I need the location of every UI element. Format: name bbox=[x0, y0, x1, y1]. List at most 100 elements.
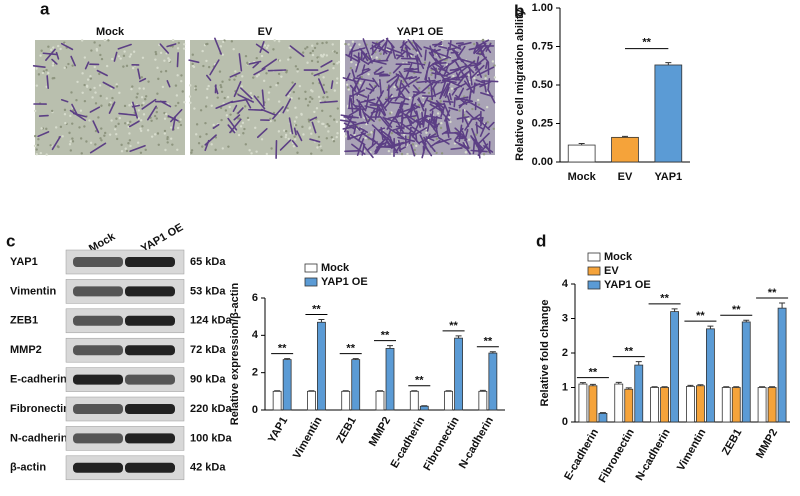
error-bar bbox=[578, 143, 585, 146]
cell bbox=[430, 67, 438, 73]
cell bbox=[159, 43, 170, 54]
cell bbox=[375, 90, 385, 104]
cell bbox=[455, 97, 474, 103]
cell bbox=[468, 46, 481, 51]
texture bbox=[327, 124, 331, 128]
texture bbox=[219, 45, 223, 48]
error-bar bbox=[318, 318, 325, 323]
micrograph bbox=[339, 37, 499, 159]
texture bbox=[163, 59, 166, 62]
texture bbox=[243, 127, 246, 131]
bar bbox=[741, 321, 751, 423]
texture bbox=[321, 109, 324, 112]
cell bbox=[410, 144, 416, 157]
texture bbox=[294, 106, 297, 110]
texture bbox=[45, 153, 48, 156]
cell bbox=[475, 121, 479, 134]
cell bbox=[384, 96, 400, 101]
size-label: 65 kDa bbox=[190, 256, 226, 268]
error-bar bbox=[579, 382, 586, 385]
cell bbox=[458, 41, 472, 47]
bar bbox=[588, 385, 598, 423]
error-bar bbox=[342, 390, 349, 392]
texture bbox=[467, 118, 471, 121]
texture bbox=[194, 85, 197, 88]
texture bbox=[482, 152, 486, 156]
texture bbox=[322, 96, 325, 99]
bar bbox=[654, 64, 683, 163]
texture bbox=[85, 84, 89, 87]
texture bbox=[464, 151, 468, 154]
texture bbox=[219, 106, 223, 110]
cell bbox=[357, 129, 365, 142]
cell bbox=[429, 135, 440, 139]
cell bbox=[485, 61, 488, 70]
texture bbox=[71, 140, 75, 143]
texture bbox=[202, 64, 205, 68]
texture bbox=[336, 62, 339, 65]
texture bbox=[177, 101, 180, 105]
texture bbox=[449, 120, 452, 124]
texture bbox=[293, 135, 296, 138]
cell bbox=[311, 121, 317, 134]
texture bbox=[204, 105, 208, 108]
texture bbox=[350, 60, 353, 64]
texture bbox=[57, 145, 60, 149]
texture bbox=[322, 76, 325, 79]
cell bbox=[444, 109, 451, 122]
cell bbox=[166, 80, 171, 88]
texture bbox=[153, 114, 157, 118]
band bbox=[125, 374, 175, 385]
texture bbox=[139, 129, 143, 133]
texture bbox=[229, 113, 232, 116]
texture bbox=[493, 64, 496, 67]
texture bbox=[34, 109, 37, 113]
texture bbox=[142, 87, 145, 90]
cell bbox=[346, 116, 361, 131]
texture bbox=[78, 126, 81, 129]
texture bbox=[293, 120, 297, 123]
texture bbox=[99, 53, 102, 57]
texture bbox=[180, 79, 183, 83]
texture bbox=[452, 74, 455, 78]
cell bbox=[37, 131, 50, 138]
texture bbox=[70, 91, 73, 94]
texture bbox=[301, 125, 304, 129]
texture bbox=[71, 64, 74, 67]
texture bbox=[205, 96, 209, 99]
cell bbox=[395, 128, 401, 136]
cell bbox=[479, 80, 492, 88]
texture bbox=[326, 95, 329, 99]
cell bbox=[429, 45, 435, 57]
error-bar bbox=[589, 383, 596, 386]
texture bbox=[98, 84, 102, 87]
texture bbox=[450, 87, 454, 90]
x-tick-label: Fibronectin bbox=[597, 427, 637, 485]
bar bbox=[317, 321, 326, 411]
texture bbox=[345, 83, 349, 86]
texture bbox=[76, 80, 79, 84]
x-tick-label: YAP1 bbox=[266, 415, 290, 445]
cell bbox=[72, 112, 87, 118]
cell bbox=[238, 53, 243, 72]
texture bbox=[132, 50, 136, 53]
cell bbox=[206, 74, 212, 82]
cell bbox=[428, 76, 433, 88]
cell bbox=[421, 140, 433, 157]
texture bbox=[473, 42, 476, 46]
texture bbox=[194, 88, 198, 91]
texture bbox=[140, 104, 144, 107]
size-label: 90 kDa bbox=[190, 374, 226, 386]
texture bbox=[484, 77, 487, 80]
cell bbox=[383, 117, 400, 124]
texture bbox=[330, 136, 333, 139]
texture bbox=[100, 104, 103, 107]
texture bbox=[311, 82, 315, 85]
texture bbox=[182, 47, 186, 50]
cell bbox=[482, 41, 492, 54]
bar bbox=[777, 307, 787, 423]
texture bbox=[107, 39, 110, 42]
texture bbox=[210, 143, 213, 146]
cell bbox=[350, 48, 353, 62]
cell bbox=[439, 81, 447, 98]
